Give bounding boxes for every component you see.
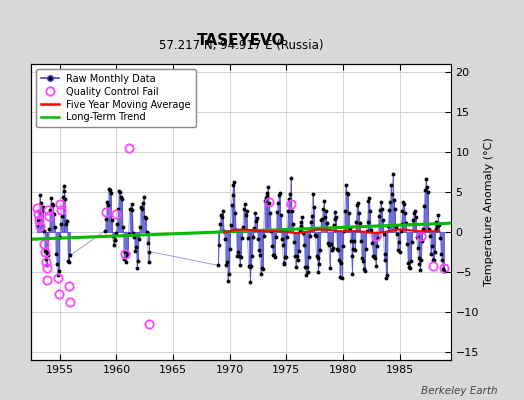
Legend: Raw Monthly Data, Quality Control Fail, Five Year Moving Average, Long-Term Tren: Raw Monthly Data, Quality Control Fail, … xyxy=(36,69,196,127)
Text: 57.217 N, 94.917 E (Russia): 57.217 N, 94.917 E (Russia) xyxy=(159,39,323,52)
Text: Berkeley Earth: Berkeley Earth xyxy=(421,386,498,396)
Y-axis label: Temperature Anomaly (°C): Temperature Anomaly (°C) xyxy=(484,138,495,286)
Title: TASEYEVO: TASEYEVO xyxy=(197,32,285,48)
